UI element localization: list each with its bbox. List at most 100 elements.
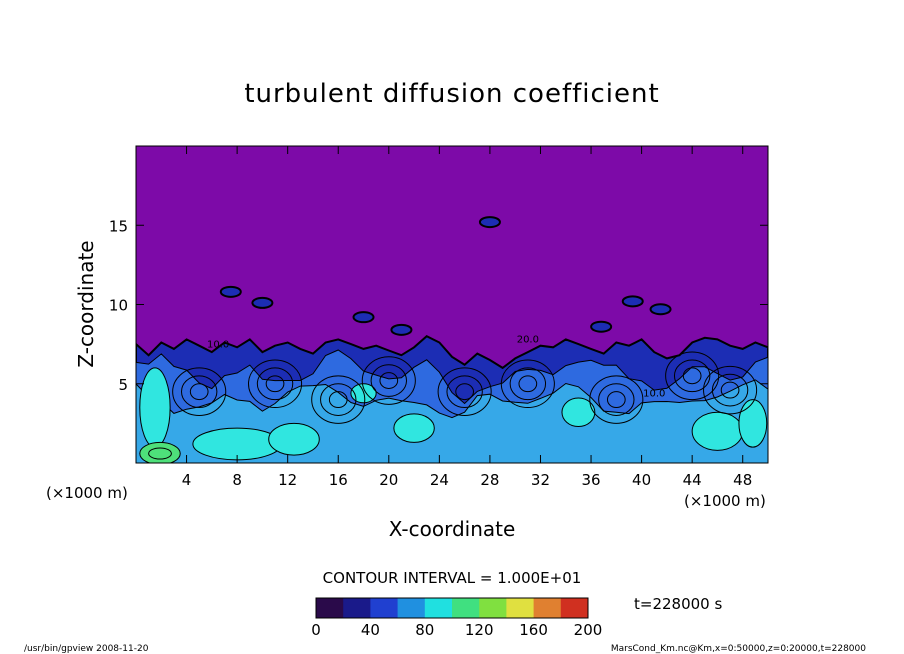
- green-core: [139, 441, 181, 463]
- footer-left: /usr/bin/gpview 2008-11-20: [24, 644, 149, 654]
- colorbar-tick-label: 120: [465, 621, 494, 639]
- colorbar-cell: [343, 598, 351, 618]
- swirl-contour: [665, 351, 720, 401]
- colorbar-cell: [479, 598, 487, 618]
- elevated-patch: [251, 296, 274, 309]
- colorbar-cell: [492, 598, 501, 618]
- x-tick-label: 12: [278, 471, 297, 489]
- colorbar-cell: [411, 598, 419, 618]
- contour-label: 10.0: [207, 339, 229, 350]
- colorbar-tick-label: 160: [519, 621, 548, 639]
- x-tick-label: 8: [232, 471, 242, 489]
- colorbar-cell: [465, 598, 473, 618]
- colorbar-cell: [438, 598, 446, 618]
- x-tick-label: 40: [632, 471, 651, 489]
- colorbar-cell: [397, 598, 405, 618]
- colorbar-cell: [458, 598, 467, 618]
- colorbar-cell: [533, 598, 541, 618]
- swirl-contour: [320, 383, 357, 416]
- swirl-contour: [711, 373, 749, 407]
- elevated-patch: [390, 323, 413, 336]
- elevated-patch: [219, 285, 242, 298]
- swirl-contour: [181, 375, 218, 409]
- colorbar-cell: [554, 598, 562, 618]
- cyan-pocket: [268, 422, 320, 456]
- time-label: t=228000 s: [634, 595, 722, 613]
- swirl-contour: [703, 365, 758, 415]
- contour-label: 10.0: [643, 388, 665, 399]
- cyan-pocket: [691, 411, 744, 451]
- colorbar-cell: [526, 598, 535, 618]
- swirl-contour: [606, 391, 626, 409]
- cyan-pocket: [139, 367, 171, 448]
- colorbar-cell: [520, 598, 528, 618]
- colorbar-cell: [540, 598, 548, 618]
- cyan-pocket: [393, 413, 435, 443]
- chart-title: turbulent diffusion coefficient: [244, 79, 659, 109]
- green-core-contour: [148, 447, 172, 460]
- colorbar-cell: [486, 598, 494, 618]
- swirl-contour: [379, 372, 399, 390]
- swirl-contour: [446, 375, 483, 409]
- cyan-pocket: [738, 399, 768, 448]
- swirl-contour: [455, 383, 474, 401]
- x-tick-label: 24: [430, 471, 449, 489]
- colorbar-cell: [431, 598, 439, 618]
- colorbar-tick-label: 200: [574, 621, 603, 639]
- x-tick-label: 20: [379, 471, 398, 489]
- swirl-contour: [189, 383, 209, 401]
- swirl-contour: [437, 367, 492, 416]
- swirl-contour: [500, 359, 555, 409]
- contour-label: 20.0: [517, 335, 539, 346]
- colorbar-cell: [377, 598, 385, 618]
- colorbar-tick-label: 0: [311, 621, 321, 639]
- colorbar: 0 40 80 120 160 200: [311, 597, 603, 639]
- swirl-contour: [265, 375, 285, 393]
- colorbar-cell: [513, 598, 521, 618]
- colorbar-cell: [384, 598, 392, 618]
- swirl-contour: [256, 367, 294, 401]
- colorbar-cell: [547, 598, 555, 618]
- x-tick-label: 4: [182, 471, 192, 489]
- colorbar-cell: [445, 598, 453, 618]
- x-tick-label: 44: [683, 471, 702, 489]
- swirl-contour: [598, 383, 635, 416]
- swirl-contour: [673, 359, 711, 393]
- colorbar-cell: [336, 598, 344, 618]
- colorbar-cell: [370, 598, 378, 618]
- swirl-contour: [172, 367, 227, 416]
- elevated-patch: [590, 320, 613, 333]
- colorbar-cell: [356, 598, 365, 618]
- x-unit-label: (×1000 m): [684, 492, 766, 510]
- colorbar-cell: [560, 598, 569, 618]
- swirl-contour: [720, 381, 740, 399]
- swirl-contour: [589, 375, 644, 424]
- swirl-contour: [311, 375, 366, 424]
- elevated-patch: [352, 311, 375, 324]
- elevated-patch: [621, 295, 644, 308]
- y-tick-label: 15: [109, 217, 128, 235]
- swirl-contour: [247, 359, 303, 409]
- colorbar-cell: [390, 598, 399, 618]
- colorbar-cell: [424, 598, 433, 618]
- swirl-contour: [518, 375, 538, 393]
- colorbar-cell: [418, 598, 426, 618]
- colorbar-cell: [499, 598, 507, 618]
- elevated-patch: [649, 303, 672, 316]
- colorbar-cell: [329, 598, 337, 618]
- elevated-patch: [478, 216, 501, 229]
- contour-interval-text: CONTOUR INTERVAL = 1.000E+01: [323, 569, 582, 587]
- x-axis-label: X-coordinate: [389, 517, 516, 541]
- colorbar-tick-label: 80: [415, 621, 434, 639]
- colorbar-tick-label: 40: [361, 621, 380, 639]
- y-axis-label: Z-coordinate: [74, 240, 98, 367]
- colorbar-cell: [350, 598, 358, 618]
- colorbar-cell: [322, 598, 331, 618]
- contour-field: 10.0 20.0 10.0: [136, 146, 768, 463]
- colorbar-cell: [452, 598, 460, 618]
- colorbar-cell: [472, 598, 480, 618]
- cyan-pocket: [561, 397, 596, 428]
- x-tick-label: 36: [581, 471, 600, 489]
